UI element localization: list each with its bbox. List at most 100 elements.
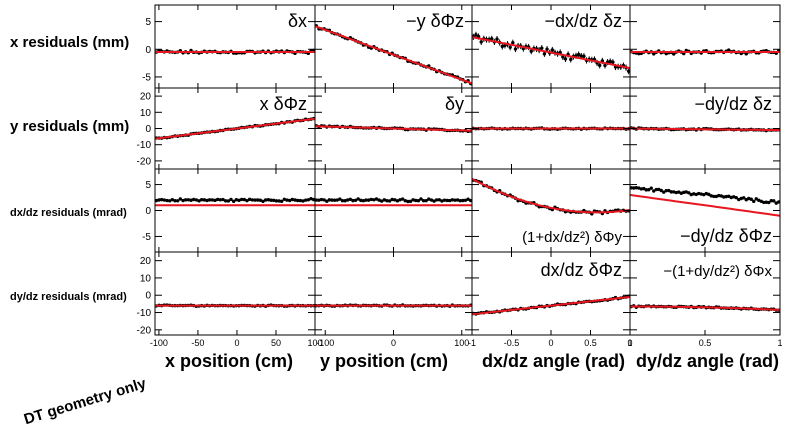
fit-line: [472, 36, 630, 70]
y-tick-label: 10: [140, 273, 152, 284]
data-point: [416, 198, 421, 203]
data-point: [338, 197, 342, 201]
data-points: [630, 186, 780, 205]
panel-label: −dx/dz δz: [544, 11, 622, 31]
x-tick-label: 1: [627, 338, 632, 348]
data-point: [513, 47, 518, 51]
y-tick-label: 20: [140, 256, 152, 267]
data-point: [450, 198, 455, 202]
data-point: [194, 198, 199, 202]
data-point: [255, 198, 260, 202]
data-point: [205, 198, 209, 203]
y-tick-label: -5: [142, 72, 151, 83]
panel-label: δx: [288, 11, 307, 31]
data-point: [667, 188, 671, 193]
y-tick-label: 20: [140, 92, 152, 103]
data-point: [468, 198, 472, 203]
data-point: [672, 52, 676, 56]
data-point: [382, 198, 387, 202]
data-point: [440, 199, 444, 203]
data-point: [218, 198, 223, 202]
panel-r1-c1: δy: [314, 87, 473, 170]
row-label-y-residuals: y residuals (mm): [10, 118, 130, 135]
data-point: [669, 190, 673, 194]
x-tick-label: 0: [548, 338, 553, 348]
x-tick-label: 0.5: [699, 338, 712, 348]
panel-r2-c2: (1+dx/dz²) δΦy: [471, 168, 631, 253]
row-label-dydz-residuals: dy/dz residuals (mrad): [10, 291, 127, 303]
panel-frame: [154, 251, 316, 336]
x-tick-label: 0.5: [584, 338, 597, 348]
data-point: [727, 48, 731, 52]
data-point: [466, 197, 470, 201]
data-point: [325, 199, 329, 203]
y-tick-label: 10: [140, 108, 152, 119]
data-point: [178, 197, 183, 201]
data-point: [353, 198, 358, 203]
data-points: [155, 197, 315, 204]
data-point: [170, 197, 175, 202]
data-point: [162, 198, 167, 202]
fit-line: [315, 25, 472, 85]
data-point: [346, 198, 350, 202]
data-point: [374, 197, 379, 201]
fit-line: [630, 305, 780, 311]
data-point: [301, 199, 305, 203]
data-point: [419, 197, 423, 201]
data-point: [202, 198, 207, 202]
data-point: [569, 57, 573, 62]
data-point: [659, 188, 663, 193]
data-point: [398, 198, 402, 202]
panel-r0-c0: -5 0 5 δx: [142, 4, 316, 89]
x-tick-label: 0: [627, 338, 632, 348]
data-point: [550, 48, 555, 52]
data-point: [662, 190, 666, 194]
data-point: [777, 200, 780, 204]
data-point: [453, 198, 457, 202]
data-point: [749, 197, 753, 201]
data-point: [167, 199, 172, 203]
column-label-x-position: x position (cm): [165, 351, 294, 371]
data-point: [279, 199, 284, 204]
data-point: [348, 197, 353, 201]
row-label-dxdz-residuals: dx/dz residuals (mrad): [10, 207, 127, 219]
x-tick-label: -100: [150, 338, 168, 348]
panel-r2-c0: -5 0 5: [142, 168, 316, 253]
data-point: [173, 198, 177, 203]
data-point: [664, 188, 668, 193]
panel-frame: [314, 251, 473, 336]
data-point: [247, 197, 252, 202]
data-point: [290, 197, 295, 202]
x-tick-label: 0: [391, 338, 396, 348]
data-point: [458, 198, 462, 203]
data-point: [309, 197, 313, 201]
data-point: [258, 198, 263, 202]
fit-line: [155, 117, 315, 140]
data-point: [414, 198, 418, 203]
panel-r2-c3: −dy/dz δΦz: [629, 168, 781, 253]
y-tick-label: -10: [137, 140, 152, 151]
data-point: [652, 189, 656, 193]
data-point: [772, 199, 776, 203]
data-point: [181, 198, 185, 203]
data-point: [186, 198, 191, 202]
data-point: [159, 197, 164, 202]
data-point: [332, 198, 337, 202]
data-point: [199, 197, 204, 202]
panel-r0-c3: [629, 4, 781, 89]
data-point: [261, 199, 265, 204]
data-point: [387, 199, 392, 203]
y-tick-label: 5: [145, 17, 151, 28]
data-point: [654, 187, 658, 192]
x-tick-label: -50: [191, 338, 204, 348]
data-point: [366, 198, 371, 202]
data-point: [432, 199, 436, 203]
data-point: [330, 198, 334, 202]
data-point: [403, 199, 407, 203]
data-point: [511, 41, 515, 45]
column-label-dxdz-angle: dx/dz angle (rad): [482, 351, 626, 371]
data-point: [474, 33, 478, 37]
panel-frame: [314, 168, 473, 253]
data-points: [315, 197, 472, 204]
data-point: [282, 197, 287, 201]
